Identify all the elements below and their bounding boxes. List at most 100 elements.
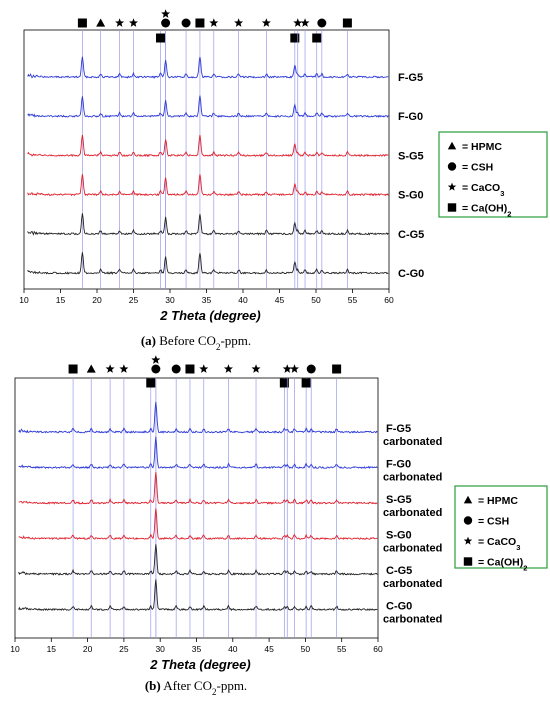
- x-axis-label: 2 Theta (degree): [159, 308, 260, 323]
- square-marker: [185, 364, 195, 374]
- series-label: S-G0: [386, 530, 412, 542]
- x-tick-label: 35: [192, 644, 202, 654]
- legend-label: = CSH: [462, 162, 493, 174]
- square-marker: [301, 378, 311, 388]
- x-tick-label: 40: [228, 644, 238, 654]
- square-marker: [156, 33, 166, 43]
- legend-label: = CaCO3: [478, 536, 520, 552]
- square-marker: [312, 33, 322, 43]
- series-label: S-G5: [398, 150, 424, 162]
- legend-label: = CaCO3: [462, 182, 504, 198]
- series-line-c-g5: [18, 544, 378, 576]
- series-label: C-G0: [398, 268, 424, 280]
- plot-frame: [23, 29, 390, 290]
- series-label: S-G0: [398, 190, 424, 202]
- triangle-marker: [447, 141, 457, 150]
- triangle-marker: [96, 18, 106, 27]
- star-marker: [293, 18, 303, 27]
- star-marker: [209, 18, 219, 27]
- series-label-sub: carbonated: [383, 578, 442, 590]
- square-marker: [463, 557, 473, 566]
- legend-label: = CSH: [478, 516, 509, 528]
- square-marker: [342, 18, 352, 28]
- x-tick-label: 60: [384, 295, 394, 305]
- star-marker: [119, 364, 129, 373]
- series-label: F-G0: [386, 459, 411, 471]
- x-axis-label: 2 Theta (degree): [149, 657, 250, 672]
- chart-panel-b: F-G5carbonatedF-G0carbonatedS-G5carbonat…: [10, 355, 548, 697]
- series-line-f-g0: [27, 95, 389, 118]
- x-tick-label: 55: [348, 295, 358, 305]
- circle-marker: [317, 18, 327, 28]
- series-label: C-G5: [386, 565, 412, 577]
- x-tick-label: 20: [92, 295, 102, 305]
- x-tick-label: 60: [373, 644, 383, 654]
- series-line-s-g5: [18, 472, 378, 505]
- x-tick-label: 20: [83, 644, 93, 654]
- figure-caption: (a) Before CO2-ppm.: [141, 333, 251, 352]
- star-marker: [447, 182, 457, 191]
- star-marker: [105, 364, 115, 373]
- series-line-f-g0: [18, 436, 378, 470]
- x-tick-label: 30: [165, 295, 175, 305]
- series-label-sub: carbonated: [383, 436, 442, 448]
- star-marker: [234, 18, 244, 27]
- series-line-s-g5: [27, 134, 389, 158]
- square-marker: [195, 18, 205, 28]
- triangle-marker: [86, 364, 96, 373]
- star-marker: [161, 9, 171, 18]
- star-marker: [261, 18, 271, 27]
- figure-caption: (b) After CO2-ppm.: [145, 678, 247, 697]
- star-marker: [223, 364, 233, 373]
- x-tick-label: 25: [119, 644, 129, 654]
- square-marker: [332, 364, 342, 374]
- star-marker: [290, 364, 299, 373]
- series-label: C-G5: [398, 229, 424, 241]
- x-tick-label: 40: [238, 295, 248, 305]
- circle-marker: [161, 18, 171, 28]
- series-label: F-G5: [386, 423, 411, 435]
- series-label-sub: carbonated: [383, 472, 442, 484]
- star-marker: [129, 18, 138, 27]
- series-line-f-g5: [27, 56, 389, 79]
- circle-marker: [171, 364, 181, 374]
- x-tick-label: 55: [337, 644, 347, 654]
- square-marker: [447, 203, 457, 212]
- series-label-sub: carbonated: [383, 543, 442, 555]
- x-tick-label: 30: [155, 644, 165, 654]
- series-label: F-G0: [398, 111, 423, 123]
- square-marker: [77, 18, 87, 28]
- plot-frame: [14, 377, 379, 639]
- square-marker: [290, 33, 300, 43]
- x-tick-label: 45: [275, 295, 285, 305]
- chart-panel-a: F-G5 F-G0 S-G5 S-G0 C-G5 C-G0 10 15 20 25 30 35 40 45…: [19, 9, 548, 352]
- square-marker: [146, 378, 156, 388]
- series-label-sub: carbonated: [383, 507, 442, 519]
- series-line-c-g0: [27, 252, 389, 275]
- legend-label: = HPMC: [462, 141, 502, 153]
- square-marker: [279, 378, 289, 388]
- legend-box: [454, 485, 548, 569]
- series-line-f-g5: [18, 401, 378, 434]
- legend-label: = Ca(OH)2: [478, 557, 527, 573]
- x-tick-label: 15: [56, 295, 66, 305]
- series-line-c-g0: [18, 579, 378, 612]
- x-tick-label: 50: [301, 644, 311, 654]
- x-tick-label: 45: [264, 644, 274, 654]
- star-marker: [463, 536, 473, 545]
- circle-marker: [463, 516, 473, 525]
- series-line-c-g5: [27, 213, 389, 236]
- legend-label: = Ca(OH)2: [462, 203, 511, 219]
- star-marker: [282, 364, 292, 373]
- x-tick-label: 10: [19, 295, 29, 305]
- star-marker: [300, 18, 310, 27]
- series-line-s-g0: [18, 508, 378, 541]
- square-marker: [68, 364, 78, 374]
- x-tick-label: 35: [202, 295, 212, 305]
- series-label-sub: carbonated: [383, 614, 442, 626]
- star-marker: [115, 18, 125, 27]
- star-marker: [199, 364, 209, 373]
- x-tick-label: 50: [311, 295, 321, 305]
- circle-marker: [151, 364, 161, 374]
